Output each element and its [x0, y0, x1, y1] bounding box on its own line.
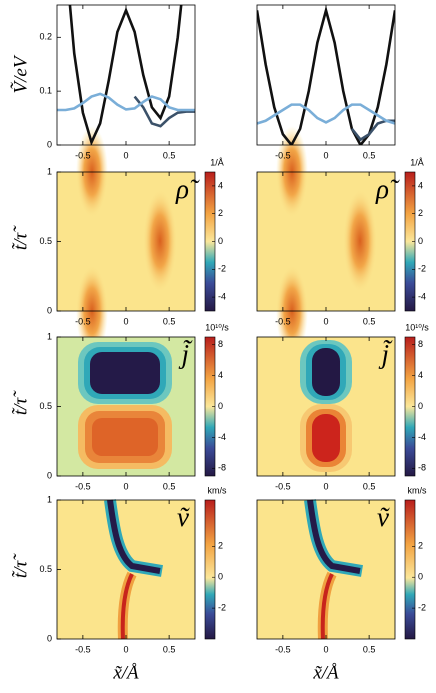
y-tick-label: 0: [47, 139, 52, 149]
y-tick-label: 0.1: [39, 86, 52, 96]
x-tick-label: -0.5: [275, 481, 291, 491]
panel-label: ρ̃: [175, 174, 200, 204]
colorbar-tick-label: -8: [418, 463, 426, 473]
potential-line: [133, 95, 195, 128]
x-tick-label: -0.5: [275, 316, 291, 326]
x-tick-label: -0.5: [75, 150, 91, 160]
x-tick-label: -0.5: [75, 644, 91, 654]
colorbar-tick-label: 4: [218, 180, 223, 190]
x-tick-label: 0.5: [363, 316, 376, 326]
y-axis-label: Ṽ/eV: [10, 54, 31, 93]
potential-line: [257, 103, 395, 125]
x-tick-label: -0.5: [75, 481, 91, 491]
x-tick-label: -0.5: [275, 644, 291, 654]
colorbar-label: km/s: [408, 485, 427, 495]
x-tick-label: 0.5: [363, 150, 376, 160]
colorbar-tick-label: 0: [218, 401, 223, 411]
y-tick-label: 0.5: [39, 236, 52, 246]
y-axis-label: t̃/τ̃: [10, 390, 31, 415]
x-tick-label: 0: [123, 150, 128, 160]
x-tick-label: 0.5: [163, 481, 176, 491]
heatmap-fields: [57, 126, 395, 640]
panel-label: ṽ: [177, 502, 190, 532]
y-tick-label: 0: [47, 633, 52, 643]
y-tick-label: 1: [47, 494, 52, 504]
colorbar: [404, 499, 416, 640]
colorbar-tick-label: 0: [218, 236, 223, 246]
colorbar-tick-label: 0: [418, 236, 423, 246]
colorbar-tick-label: -2: [218, 602, 226, 612]
panel-label: ρ̃: [375, 174, 400, 204]
colorbar-tick-label: 4: [218, 370, 223, 380]
colorbar-tick-label: 2: [418, 208, 423, 218]
x-tick-label: 0: [323, 644, 328, 654]
colorbar-label: 1/Å: [410, 157, 424, 167]
potential-line: [257, 5, 395, 145]
colorbar-tick-label: -2: [418, 264, 426, 274]
colorbar-tick-label: -2: [418, 602, 426, 612]
colorbar-tick-label: 4: [418, 180, 423, 190]
x-tick-label: 0: [123, 481, 128, 491]
plot-frame: [256, 4, 396, 146]
colorbar-tick-label: -4: [418, 291, 426, 301]
x-axis-label: x̃/Å: [312, 662, 339, 683]
x-tick-label: 0.5: [363, 644, 376, 654]
x-tick-label: 0.5: [163, 316, 176, 326]
colorbar-tick-label: -4: [218, 291, 226, 301]
colorbar-tick-label: 0: [218, 572, 223, 582]
colorbar-tick-label: 2: [418, 541, 423, 551]
colorbar-label: 10¹⁰/s: [205, 322, 229, 332]
panel-label: ṽ: [377, 502, 390, 532]
x-tick-label: -0.5: [75, 316, 91, 326]
y-axis-label: t̃/τ̃: [10, 225, 31, 250]
colorbar-tick-label: 2: [218, 541, 223, 551]
x-tick-label: -0.5: [275, 150, 291, 160]
colorbar-tick-label: 2: [218, 208, 223, 218]
x-tick-label: 0: [323, 481, 328, 491]
colorbar-tick-label: 4: [418, 370, 423, 380]
potential-line: [57, 92, 195, 112]
x-tick-label: 0: [123, 316, 128, 326]
y-tick-label: 0: [47, 470, 52, 480]
x-tick-label: 0.5: [163, 644, 176, 654]
x-axis-label: x̃/Å: [112, 662, 139, 683]
colorbar-tick-label: 8: [418, 339, 423, 349]
y-tick-label: 1: [47, 166, 52, 176]
colorbar-tick-label: -4: [218, 432, 226, 442]
y-tick-label: 0.2: [39, 32, 52, 42]
y-tick-label: 1: [47, 331, 52, 341]
y-tick-label: 0.5: [39, 564, 52, 574]
x-tick-label: 0: [123, 644, 128, 654]
colorbar-label: km/s: [208, 485, 227, 495]
x-tick-label: 0: [323, 150, 328, 160]
colorbar-tick-label: -8: [218, 463, 226, 473]
colorbar-tick-label: 0: [418, 401, 423, 411]
colorbar-tick-label: 8: [218, 339, 223, 349]
x-tick-label: 0: [323, 316, 328, 326]
y-tick-label: 0: [47, 305, 52, 315]
potential-line: [68, 5, 183, 145]
x-tick-label: 0.5: [163, 150, 176, 160]
y-tick-label: 0.5: [39, 401, 52, 411]
colorbar: [204, 499, 216, 640]
colorbar-tick-label: -4: [418, 432, 426, 442]
colorbar-label: 10¹⁰/s: [405, 322, 429, 332]
colorbar-label: 1/Å: [210, 157, 224, 167]
colorbar-tick-label: 0: [418, 572, 423, 582]
x-tick-label: 0.5: [363, 481, 376, 491]
colorbar-tick-label: -2: [218, 264, 226, 274]
y-axis-label: t̃/τ̃: [10, 553, 31, 578]
